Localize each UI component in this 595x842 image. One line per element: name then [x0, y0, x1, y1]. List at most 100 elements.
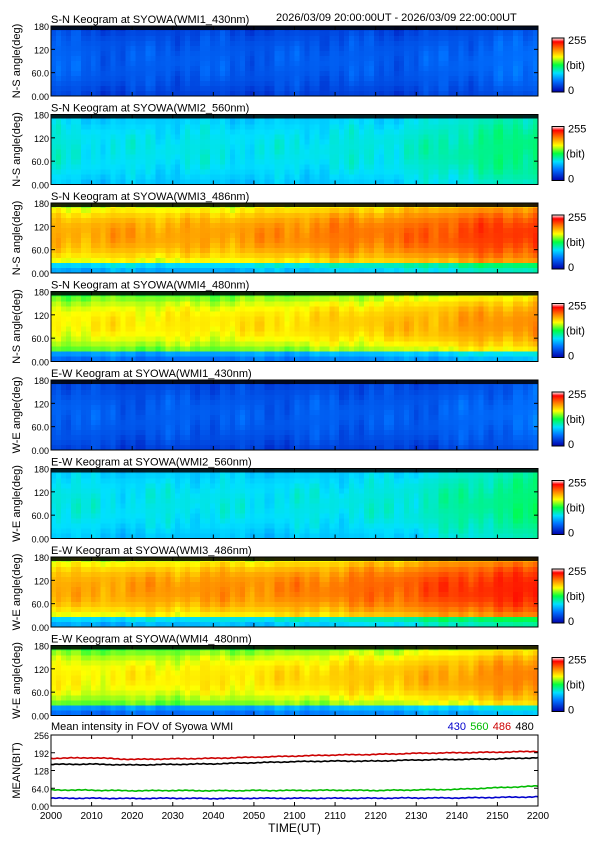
colorbar-min-label: 0 — [568, 85, 574, 97]
y-tick-label: 0.00 — [31, 535, 49, 545]
panel-title: S-N Keogram at SYOWA(WMI3_486nm) — [51, 191, 249, 203]
colorbar — [551, 126, 565, 181]
colorbar-max-label: 255 — [568, 35, 586, 47]
x-tick-label: 2200 — [527, 811, 550, 822]
colorbar-max-label: 255 — [568, 212, 586, 224]
colorbar — [551, 657, 565, 712]
y-tick-label: 180 — [34, 465, 49, 475]
keogram-panels: S-N Keogram at SYOWA(WMI1_430nm) 0.00 60.0… — [11, 14, 586, 722]
colorbar-unit-label: (bit) — [566, 149, 585, 161]
y-tick-label: 60.0 — [31, 600, 49, 610]
colorbar-unit-label: (bit) — [566, 60, 585, 72]
colorbar-max-label: 255 — [568, 478, 586, 490]
y-tick-label: 0.00 — [31, 446, 49, 456]
y-tick-label: 180 — [34, 288, 49, 298]
y-tick-label: 0.00 — [31, 181, 49, 191]
legend-entry-480: 480 — [515, 721, 533, 733]
x-tick-label: 2130 — [405, 811, 428, 822]
colorbar-unit-label: (bit) — [566, 503, 585, 515]
panel-title: E-W Keogram at SYOWA(WMI4_480nm) — [51, 634, 252, 646]
y-axis-label: W-E angle(deg) — [11, 377, 23, 454]
panel-title: E-W Keogram at SYOWA(WMI3_486nm) — [51, 545, 252, 557]
legend-entry-430: 430 — [448, 721, 466, 733]
y-tick-label: 120 — [34, 222, 49, 232]
colorbar-unit-label: (bit) — [566, 591, 585, 603]
colorbar — [551, 391, 565, 447]
keogram-panel-3: S-N Keogram at SYOWA(WMI3_486nm) 0.00 60.0… — [11, 191, 586, 279]
x-tick-label: 2100 — [283, 811, 306, 822]
y-tick-label: 60.0 — [31, 157, 49, 167]
y-tick-label: 120 — [34, 665, 49, 675]
colorbar-min-label: 0 — [568, 705, 574, 717]
y-tick-label: 0.00 — [31, 92, 49, 102]
x-tick-label: 2050 — [243, 811, 266, 822]
y-tick-label: 120 — [34, 488, 49, 498]
legend-entry-486: 486 — [493, 721, 511, 733]
x-tick-label: 2150 — [486, 811, 509, 822]
x-tick-label: 2030 — [162, 811, 185, 822]
colorbar-max-label: 255 — [568, 655, 586, 667]
colorbar-min-label: 0 — [568, 616, 574, 628]
keogram-heatmap — [51, 557, 539, 628]
keogram-panel-8: E-W Keogram at SYOWA(WMI4_480nm) 0.00 60.0… — [11, 634, 586, 722]
colorbar-max-label: 255 — [568, 301, 586, 313]
keogram-heatmap — [51, 645, 539, 717]
colorbar-min-label: 0 — [568, 262, 574, 274]
y-tick-label: 180 — [34, 199, 49, 209]
y-tick-label: 120 — [34, 134, 49, 144]
keogram-panel-5: E-W Keogram at SYOWA(WMI1_430nm) 0.00 60.0… — [11, 368, 586, 456]
colorbar-max-label: 255 — [568, 124, 586, 136]
colorbar-min-label: 0 — [568, 528, 574, 540]
colorbar — [551, 214, 565, 270]
keogram-heatmap — [51, 203, 539, 274]
panel-title: S-N Keogram at SYOWA(WMI1_430nm) — [51, 14, 249, 26]
y-tick-label: 256 — [34, 731, 49, 741]
keogram-heatmap — [51, 380, 539, 451]
series-line-480 — [50, 756, 539, 767]
y-axis-label: N-S angle(deg) — [11, 24, 23, 99]
x-tick-label: 2020 — [121, 811, 144, 822]
y-tick-label: 64.0 — [31, 784, 49, 794]
y-axis-label: N-S angle(deg) — [11, 289, 23, 364]
panel-title: E-W Keogram at SYOWA(WMI2_560nm) — [51, 457, 252, 469]
legend: 480 486 560 430 — [448, 721, 534, 733]
x-tick-label: 2010 — [80, 811, 103, 822]
legend-entry-560: 560 — [470, 721, 488, 733]
lineplot-title: Mean intensity in FOV of Syowa WMI — [51, 721, 233, 733]
mean-intensity-plot: Mean intensity in FOV of Syowa WMI 480 486… — [11, 721, 550, 835]
panel-title: E-W Keogram at SYOWA(WMI1_430nm) — [51, 368, 252, 380]
y-tick-label: 60.0 — [31, 688, 49, 698]
keogram-panel-1: S-N Keogram at SYOWA(WMI1_430nm) 0.00 60.0… — [11, 14, 586, 102]
keogram-heatmap — [51, 468, 539, 540]
panel-title: S-N Keogram at SYOWA(WMI2_560nm) — [51, 103, 249, 115]
colorbar-unit-label: (bit) — [566, 414, 585, 426]
keogram-panel-4: S-N Keogram at SYOWA(WMI4_480nm) 0.00 60.0… — [11, 280, 586, 368]
y-tick-label: 180 — [34, 22, 49, 32]
colorbar — [551, 480, 565, 535]
y-axis-label: W-E angle(deg) — [11, 554, 23, 631]
y-tick-label: 60.0 — [31, 69, 49, 79]
y-axis-label: MEAN(BIT) — [11, 742, 23, 798]
colorbar-min-label: 0 — [568, 439, 574, 451]
y-axis-label: N-S angle(deg) — [11, 201, 23, 276]
colorbar-min-label: 0 — [568, 174, 574, 186]
series-line-430 — [50, 795, 539, 800]
colorbar-unit-label: (bit) — [566, 237, 585, 249]
keogram-panel-7: E-W Keogram at SYOWA(WMI3_486nm) 0.00 60.0… — [11, 545, 586, 633]
keogram-heatmap — [51, 291, 539, 363]
y-axis-label: W-E angle(deg) — [11, 465, 23, 542]
y-tick-label: 120 — [34, 576, 49, 586]
colorbar-unit-label: (bit) — [566, 680, 585, 692]
y-axis-label: W-E angle(deg) — [11, 642, 23, 719]
y-tick-label: 180 — [34, 553, 49, 563]
x-tick-label: 2120 — [365, 811, 388, 822]
x-tick-label: 2140 — [446, 811, 469, 822]
lineplot-frame — [50, 734, 539, 807]
y-tick-label: 60.0 — [31, 334, 49, 344]
y-tick-label: 60.0 — [31, 511, 49, 521]
x-tick-label: 2110 — [324, 811, 346, 822]
y-tick-label: 0.00 — [31, 358, 49, 368]
y-tick-label: 120 — [34, 45, 49, 55]
time-range-label: 2026/03/09 20:00:00UT - 2026/03/09 22:00… — [276, 12, 517, 24]
